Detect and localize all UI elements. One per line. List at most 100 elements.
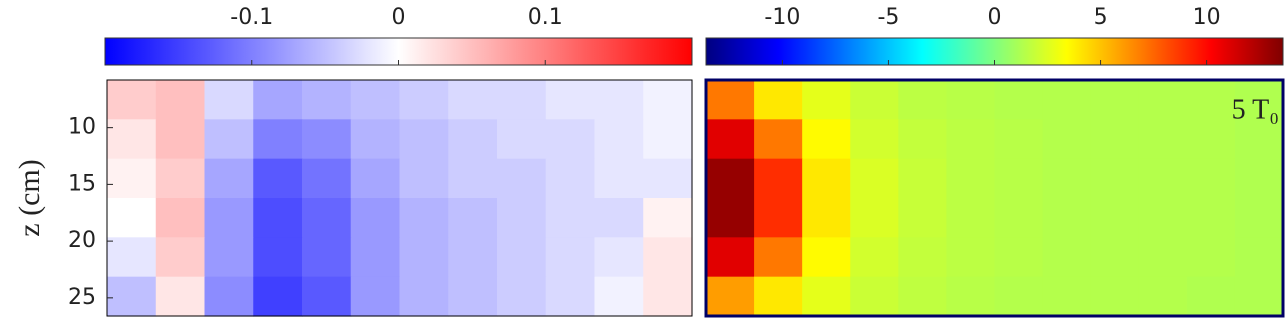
heatmap-cell bbox=[594, 237, 644, 278]
heatmap-cell bbox=[545, 237, 596, 278]
heatmap-cell bbox=[1042, 158, 1092, 199]
colorbar-tick-label: 0 bbox=[988, 5, 1002, 30]
heatmap-cell bbox=[1138, 158, 1188, 199]
heatmap-cell bbox=[1234, 158, 1284, 199]
heatmap-cell bbox=[1186, 80, 1236, 120]
heatmap-cell bbox=[1090, 119, 1140, 160]
heatmap-cell bbox=[898, 237, 948, 278]
heatmap-cell bbox=[1186, 198, 1236, 238]
heatmap-cell bbox=[302, 158, 352, 199]
heatmap-cell bbox=[802, 80, 851, 120]
heatmap-cell bbox=[898, 276, 948, 317]
heatmap-cell bbox=[946, 80, 996, 120]
colorbar-tick-label: -0.1 bbox=[230, 5, 273, 30]
heatmap-cell bbox=[350, 119, 401, 160]
heatmap-cell bbox=[399, 158, 449, 199]
heatmap-cell bbox=[643, 158, 693, 199]
heatmap-cell bbox=[545, 198, 596, 238]
heatmap-cell bbox=[802, 158, 851, 199]
heatmap-cell bbox=[994, 119, 1044, 160]
heatmap-cell bbox=[946, 276, 996, 317]
heatmap-cell bbox=[253, 276, 303, 317]
heatmap-cell bbox=[350, 237, 401, 278]
heatmap-cell bbox=[204, 276, 254, 317]
heatmap-cell bbox=[107, 80, 157, 120]
heatmap-cell bbox=[1186, 237, 1236, 278]
heatmap-cell bbox=[253, 237, 303, 278]
heatmap-cell bbox=[1138, 276, 1188, 317]
heatmap-cell bbox=[448, 198, 498, 238]
heatmap-cell bbox=[1090, 80, 1140, 120]
heatmap-cell bbox=[448, 80, 498, 120]
heatmap-cell bbox=[754, 158, 803, 199]
heatmap-cell bbox=[253, 158, 303, 199]
heatmap-cell bbox=[350, 80, 401, 120]
heatmap-cell bbox=[1138, 198, 1188, 238]
heatmap-cell bbox=[1042, 276, 1092, 317]
heatmap-cell bbox=[643, 237, 693, 278]
heatmap-cell bbox=[1138, 237, 1188, 278]
heatmap-cell bbox=[155, 237, 206, 278]
heatmap-cell bbox=[706, 276, 755, 317]
heatmap-cell bbox=[497, 80, 547, 120]
heatmap-cell bbox=[1090, 276, 1140, 317]
heatmap-cell bbox=[302, 80, 352, 120]
heatmap-cell bbox=[107, 237, 157, 278]
heatmap-cell bbox=[155, 198, 206, 238]
heatmap-cell bbox=[155, 119, 206, 160]
heatmap-cell bbox=[545, 276, 596, 317]
heatmap-cell bbox=[898, 198, 948, 238]
heatmap-cell bbox=[1138, 119, 1188, 160]
heatmap-cell bbox=[302, 119, 352, 160]
heatmap-cell bbox=[107, 119, 157, 160]
heatmap-cell bbox=[643, 119, 693, 160]
heatmap-cell bbox=[1042, 198, 1092, 238]
heatmap-cell bbox=[448, 237, 498, 278]
heatmap-cell bbox=[850, 276, 899, 317]
heatmap-cell bbox=[594, 198, 644, 238]
heatmap-cell bbox=[350, 198, 401, 238]
heatmap-cell bbox=[802, 237, 851, 278]
heatmap-cell bbox=[204, 198, 254, 238]
heatmap-cell bbox=[994, 198, 1044, 238]
colorbar-tick-label: 0.1 bbox=[528, 5, 563, 30]
heatmap-cell bbox=[1138, 80, 1188, 120]
heatmap-cell bbox=[898, 80, 948, 120]
heatmap-cell bbox=[850, 237, 899, 278]
colorbar-tick-label: 5 bbox=[1094, 5, 1108, 30]
y-tick-label: 25 bbox=[68, 285, 96, 310]
heatmap-cell bbox=[898, 158, 948, 199]
heatmap-cell bbox=[1042, 237, 1092, 278]
heatmap-cell bbox=[448, 276, 498, 317]
heatmap-cell bbox=[1090, 237, 1140, 278]
heatmap-cell bbox=[946, 237, 996, 278]
heatmap-cell bbox=[302, 276, 352, 317]
heatmap-cell bbox=[754, 276, 803, 317]
heatmap-cell bbox=[204, 119, 254, 160]
heatmap-cell bbox=[107, 198, 157, 238]
heatmap-cell bbox=[706, 119, 755, 160]
heatmap-cell bbox=[802, 119, 851, 160]
heatmap-cell bbox=[802, 198, 851, 238]
heatmap-cell bbox=[594, 276, 644, 317]
y-axis-label: z (cm) bbox=[13, 159, 46, 236]
heatmap-cell bbox=[545, 119, 596, 160]
heatmap-cell bbox=[754, 80, 803, 120]
heatmap-cell bbox=[994, 158, 1044, 199]
heatmap-cell bbox=[1090, 198, 1140, 238]
heatmap-cell bbox=[497, 158, 547, 199]
heatmap-cell bbox=[107, 276, 157, 317]
axes-frame bbox=[106, 79, 693, 317]
colorbar-tick-label: -10 bbox=[764, 5, 800, 30]
heatmap-cell bbox=[754, 237, 803, 278]
heatmap-cell bbox=[1234, 198, 1284, 238]
heatmap-cell bbox=[302, 237, 352, 278]
heatmap-cell bbox=[994, 80, 1044, 120]
colorbar-tick-label: 10 bbox=[1193, 5, 1221, 30]
heatmap-cell bbox=[850, 119, 899, 160]
heatmap-cell bbox=[107, 158, 157, 199]
heatmap-cell bbox=[946, 158, 996, 199]
heatmap-cell bbox=[545, 158, 596, 199]
heatmap-cell bbox=[350, 276, 401, 317]
